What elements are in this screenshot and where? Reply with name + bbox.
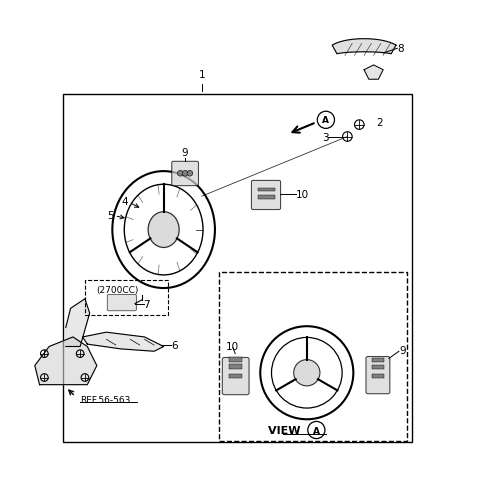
Text: REF.56-563: REF.56-563 bbox=[80, 395, 131, 405]
FancyBboxPatch shape bbox=[172, 162, 199, 186]
FancyBboxPatch shape bbox=[222, 358, 249, 395]
Bar bbox=[229, 374, 242, 378]
Ellipse shape bbox=[294, 360, 320, 386]
Text: 9: 9 bbox=[400, 346, 407, 356]
Bar bbox=[258, 196, 275, 199]
Text: 5: 5 bbox=[107, 211, 114, 221]
Text: 4: 4 bbox=[121, 197, 128, 207]
Text: 3: 3 bbox=[322, 132, 328, 142]
Text: 8: 8 bbox=[397, 44, 404, 54]
Bar bbox=[63, 94, 412, 442]
Text: A: A bbox=[323, 116, 329, 125]
Text: VIEW: VIEW bbox=[268, 425, 304, 435]
Bar bbox=[372, 374, 384, 378]
Text: 10: 10 bbox=[296, 189, 310, 199]
Bar bbox=[372, 358, 384, 362]
Circle shape bbox=[182, 171, 188, 177]
Text: 1: 1 bbox=[199, 70, 205, 80]
Bar bbox=[229, 357, 242, 362]
Bar bbox=[229, 364, 242, 369]
Circle shape bbox=[187, 171, 193, 177]
Bar bbox=[372, 365, 384, 369]
Polygon shape bbox=[66, 299, 90, 347]
Text: 9: 9 bbox=[182, 147, 189, 157]
Text: A: A bbox=[313, 425, 320, 435]
FancyBboxPatch shape bbox=[366, 357, 390, 394]
Text: (2700CC): (2700CC) bbox=[96, 285, 138, 294]
Polygon shape bbox=[364, 66, 383, 80]
FancyBboxPatch shape bbox=[108, 295, 136, 311]
Bar bbox=[258, 188, 275, 192]
FancyBboxPatch shape bbox=[252, 181, 281, 210]
Polygon shape bbox=[35, 337, 97, 385]
Text: 2: 2 bbox=[376, 118, 383, 128]
Circle shape bbox=[178, 171, 183, 177]
Ellipse shape bbox=[148, 212, 179, 248]
Polygon shape bbox=[332, 40, 396, 55]
Text: 10: 10 bbox=[226, 342, 239, 352]
Polygon shape bbox=[83, 333, 164, 351]
FancyBboxPatch shape bbox=[218, 272, 407, 441]
Text: 7: 7 bbox=[144, 299, 150, 309]
Text: 6: 6 bbox=[171, 340, 178, 350]
